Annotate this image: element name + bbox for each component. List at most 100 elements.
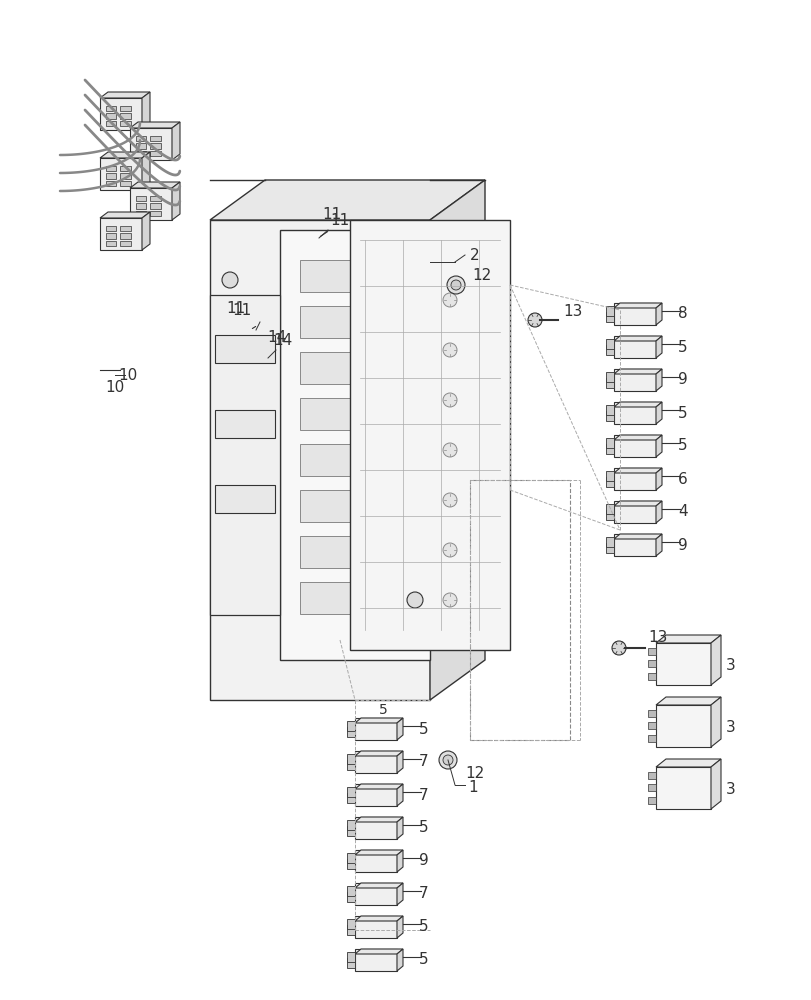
Bar: [150, 196, 161, 201]
Polygon shape: [210, 180, 484, 220]
Bar: [120, 113, 131, 119]
Text: 10: 10: [105, 380, 124, 395]
Bar: [245, 401, 294, 428]
Polygon shape: [710, 759, 720, 809]
Bar: [100, 218, 142, 250]
Bar: [655, 767, 710, 809]
Bar: [647, 797, 655, 804]
Bar: [362, 444, 417, 476]
Bar: [299, 490, 354, 522]
Bar: [354, 850, 397, 872]
Bar: [647, 735, 655, 742]
Bar: [346, 859, 354, 869]
Bar: [470, 480, 569, 740]
Bar: [299, 398, 354, 430]
Bar: [105, 166, 116, 171]
Bar: [280, 230, 430, 660]
Polygon shape: [613, 468, 661, 473]
Text: 11: 11: [226, 301, 246, 316]
Text: 11: 11: [329, 213, 349, 228]
Bar: [350, 220, 509, 650]
Bar: [346, 886, 354, 896]
Bar: [245, 351, 294, 378]
Circle shape: [439, 751, 457, 769]
Text: 12: 12: [471, 267, 491, 282]
Polygon shape: [100, 152, 150, 158]
Bar: [150, 143, 161, 149]
Bar: [120, 233, 131, 239]
Bar: [354, 784, 397, 806]
Polygon shape: [172, 182, 180, 220]
Polygon shape: [655, 468, 661, 490]
Bar: [346, 925, 354, 935]
Polygon shape: [613, 369, 661, 374]
Polygon shape: [655, 435, 661, 457]
Bar: [105, 106, 116, 111]
Bar: [299, 351, 350, 378]
Bar: [135, 151, 146, 156]
Bar: [354, 883, 397, 905]
Polygon shape: [710, 635, 720, 685]
Polygon shape: [397, 751, 402, 773]
Bar: [647, 722, 655, 729]
Bar: [613, 336, 655, 358]
Bar: [605, 339, 613, 349]
Circle shape: [221, 272, 238, 288]
Text: 7: 7: [418, 788, 428, 802]
Bar: [362, 490, 417, 522]
Bar: [105, 173, 116, 179]
Bar: [135, 211, 146, 216]
Polygon shape: [354, 949, 402, 954]
Bar: [215, 485, 275, 513]
Text: 13: 13: [647, 630, 667, 644]
Polygon shape: [100, 212, 150, 218]
Bar: [362, 260, 417, 292]
Text: 5: 5: [379, 703, 388, 717]
Bar: [100, 158, 142, 190]
Bar: [120, 166, 131, 171]
Bar: [647, 673, 655, 680]
Bar: [605, 477, 613, 487]
Bar: [346, 760, 354, 770]
Bar: [354, 751, 397, 773]
Circle shape: [450, 280, 461, 290]
Text: 9: 9: [677, 538, 687, 552]
Bar: [299, 401, 350, 428]
Bar: [346, 787, 354, 797]
Text: 13: 13: [562, 304, 581, 320]
Bar: [362, 352, 417, 384]
Polygon shape: [655, 303, 661, 325]
Bar: [647, 660, 655, 667]
Bar: [613, 303, 655, 325]
Bar: [613, 369, 655, 391]
Bar: [120, 241, 131, 246]
Bar: [135, 143, 146, 149]
Bar: [135, 203, 146, 209]
Text: 7: 7: [418, 754, 428, 770]
Bar: [605, 345, 613, 355]
Text: 4: 4: [677, 504, 687, 520]
Polygon shape: [655, 635, 720, 643]
Bar: [647, 784, 655, 791]
Bar: [150, 151, 161, 156]
Polygon shape: [354, 817, 402, 822]
Bar: [120, 226, 131, 231]
Bar: [362, 582, 417, 614]
Circle shape: [406, 592, 423, 608]
Text: 5: 5: [418, 820, 428, 835]
Bar: [120, 181, 131, 186]
Text: 1: 1: [467, 780, 477, 795]
Polygon shape: [354, 850, 402, 855]
Bar: [346, 721, 354, 731]
Polygon shape: [655, 501, 661, 523]
Bar: [105, 226, 116, 231]
Bar: [613, 402, 655, 424]
Polygon shape: [142, 152, 150, 190]
Bar: [605, 372, 613, 382]
Text: 7: 7: [418, 886, 428, 902]
Bar: [354, 949, 397, 971]
Text: 11: 11: [233, 303, 251, 318]
Bar: [605, 438, 613, 448]
Circle shape: [443, 593, 457, 607]
Polygon shape: [397, 850, 402, 872]
